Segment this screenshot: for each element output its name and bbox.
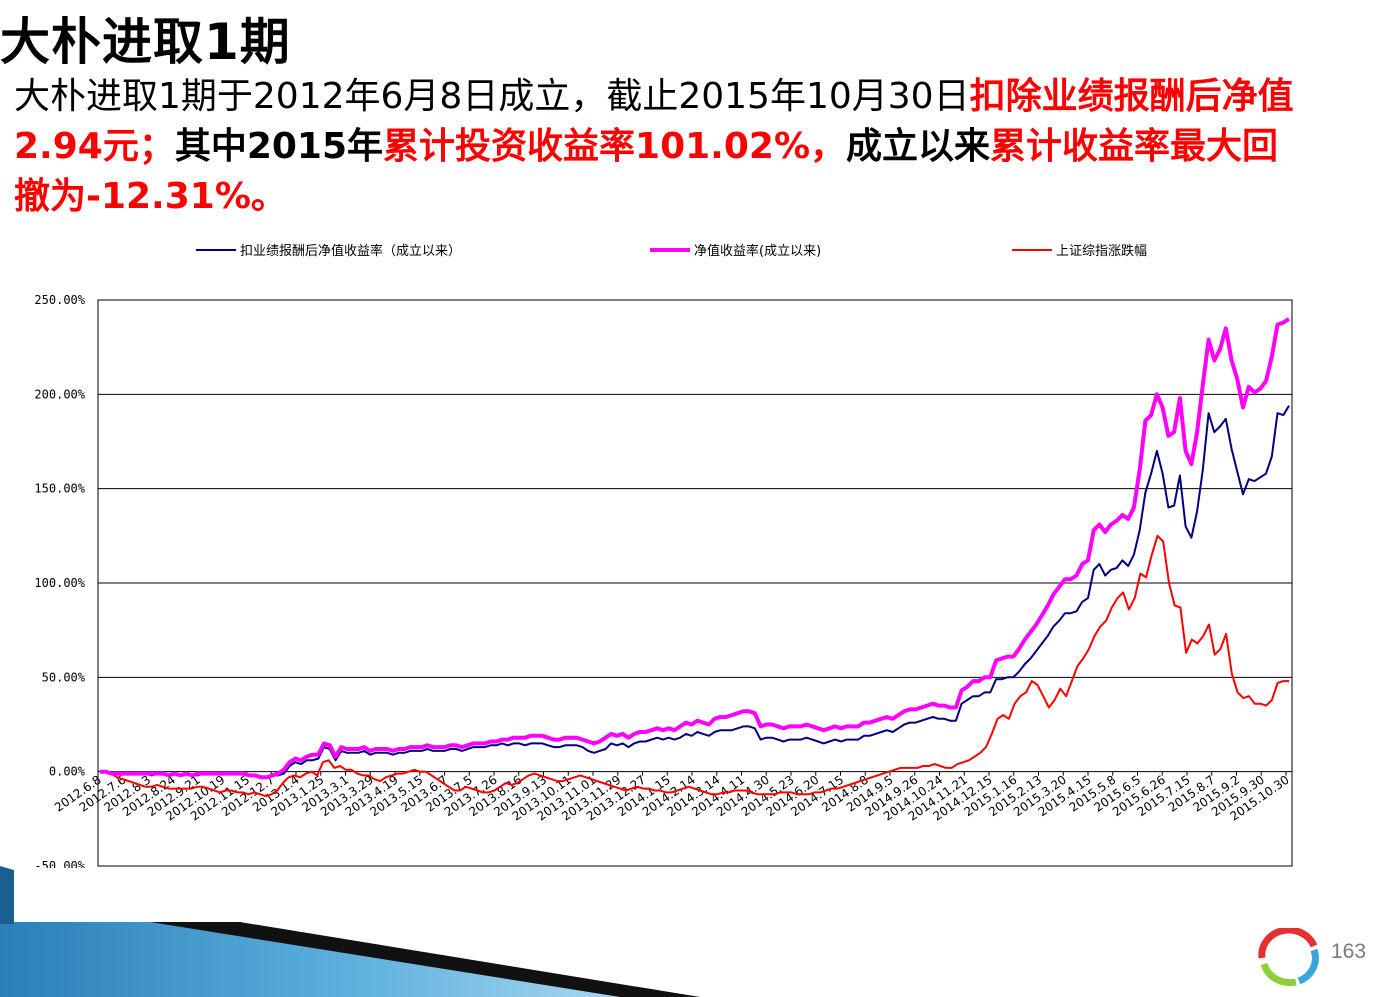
slide-decoration-bar: [0, 866, 700, 997]
chart-legend: 扣业绩报酬后净值收益率（成立以来） 净值收益率(成立以来) 上证综指涨跌幅: [196, 243, 1147, 259]
y-tick-label: 250.00%: [34, 293, 85, 307]
chart-series: [100, 317, 1291, 798]
y-axis: 250.00% 200.00% 150.00% 100.00% 50.00% 0.00% -…: [34, 293, 85, 868]
y-tick-label: 50.00%: [42, 670, 86, 684]
series-line-2: [100, 534, 1289, 798]
summary-part-1: 大朴进取1期于2012年6月8日成立，截止2015年10月30日: [14, 76, 970, 117]
chart-grid: [97, 299, 1293, 867]
y-tick-label: 100.00%: [34, 576, 85, 590]
x-axis: 2012.6.82012.7.62012.8.32012.8.242012.9.…: [52, 771, 1292, 824]
legend-label: 净值收益率(成立以来): [694, 243, 821, 259]
summary-highlight-drawdown: 累计收益率最大回撤为-12.31%。: [14, 126, 1279, 217]
performance-chart: 扣业绩报酬后净值收益率（成立以来） 净值收益率(成立以来) 上证综指涨跌幅 250.…: [34, 243, 1293, 868]
slide-title: 大朴进取1期: [0, 13, 291, 71]
summary-part-5: 成立以来: [846, 126, 991, 167]
summary-highlight-return: 累计投资收益率101.02%，: [383, 126, 847, 167]
y-tick-label: 0.00%: [49, 765, 86, 779]
company-logo: [1258, 928, 1319, 987]
summary-highlight-nav: 扣除业绩报酬后净值2.94元；: [14, 76, 1294, 167]
legend-label: 扣业绩报酬后净值收益率（成立以来）: [240, 243, 461, 259]
y-tick-label: 200.00%: [34, 387, 85, 401]
y-tick-label: 150.00%: [34, 482, 85, 496]
legend-label: 上证综指涨跌幅: [1056, 243, 1147, 259]
summary-part-3: 其中2015年: [174, 126, 384, 167]
series-line-0: [100, 405, 1290, 779]
summary-text: 大朴进取1期于2012年6月8日成立，截止2015年10月30日扣除业绩报酬后净…: [14, 72, 1314, 222]
series-line-1: [100, 317, 1291, 780]
y-tick-label: -50.00%: [34, 859, 85, 868]
page-number: 163: [1331, 940, 1367, 963]
